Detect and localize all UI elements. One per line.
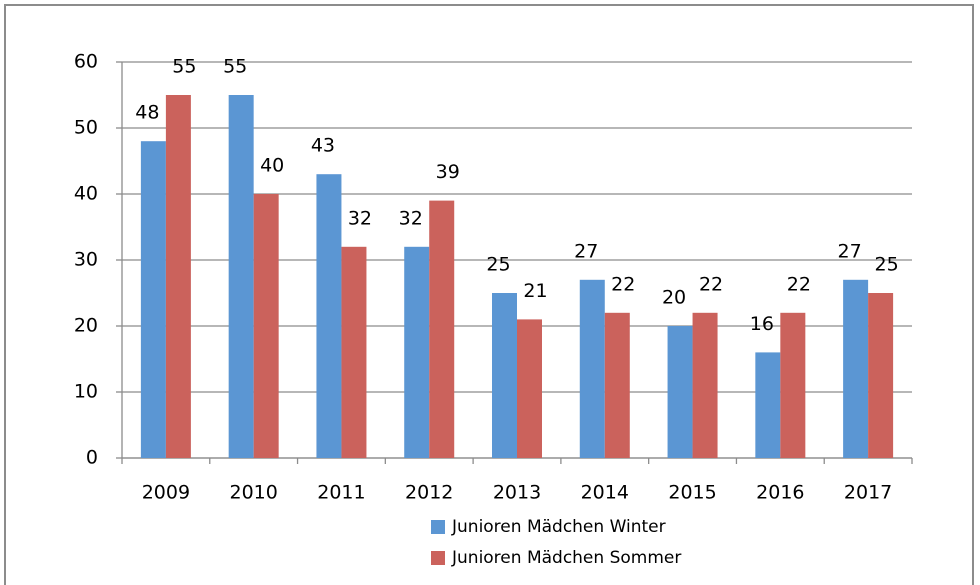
bar (692, 312, 718, 458)
legend-label: Junioren Mädchen Sommer (451, 548, 681, 568)
legend-swatch (431, 520, 445, 534)
data-label: 40 (260, 155, 284, 177)
bar (429, 200, 455, 458)
y-tick-label: 50 (74, 117, 98, 139)
bar (755, 352, 781, 458)
data-label: 39 (436, 161, 460, 183)
x-tick-label: 2014 (581, 482, 629, 504)
bar (843, 279, 869, 458)
bar (316, 174, 342, 458)
bar (579, 279, 605, 458)
data-label: 43 (311, 135, 335, 157)
data-label: 25 (486, 254, 510, 276)
legend-swatch (431, 551, 445, 565)
bar (868, 293, 894, 458)
bar (667, 326, 693, 458)
data-label: 48 (135, 102, 159, 124)
y-tick-label: 20 (74, 315, 98, 337)
data-label: 20 (662, 287, 686, 309)
bar (253, 194, 279, 458)
legend-label: Junioren Mädchen Winter (451, 517, 666, 537)
x-tick-label: 2010 (229, 482, 277, 504)
data-label: 55 (223, 56, 247, 78)
data-label: 27 (838, 240, 862, 262)
data-label: 55 (172, 56, 196, 78)
y-tick-label: 40 (74, 183, 98, 205)
x-tick-label: 2015 (668, 482, 716, 504)
bar (604, 312, 630, 458)
x-tick-label: 2012 (405, 482, 453, 504)
bar (341, 246, 367, 458)
data-label: 22 (787, 273, 811, 295)
x-tick-label: 2016 (756, 482, 804, 504)
bar (517, 319, 542, 458)
y-tick-label: 60 (74, 51, 98, 73)
x-tick-label: 2017 (844, 482, 892, 504)
data-label: 25 (875, 254, 899, 276)
y-tick-label: 10 (74, 381, 98, 403)
bar (140, 141, 166, 458)
x-tick-label: 2011 (317, 482, 365, 504)
data-label: 21 (523, 280, 547, 302)
data-label: 32 (399, 207, 423, 229)
data-label: 32 (348, 207, 372, 229)
bar (780, 312, 806, 458)
y-tick-label: 30 (74, 249, 98, 271)
bar (492, 293, 517, 458)
data-label: 16 (750, 313, 774, 335)
x-tick-label: 2009 (142, 482, 190, 504)
bar (404, 246, 430, 458)
data-label: 27 (574, 240, 598, 262)
data-label: 22 (699, 273, 723, 295)
x-tick-label: 2013 (493, 482, 541, 504)
bar (228, 95, 254, 458)
y-tick-label: 0 (86, 447, 98, 469)
bar (165, 95, 191, 458)
data-label: 22 (611, 273, 635, 295)
